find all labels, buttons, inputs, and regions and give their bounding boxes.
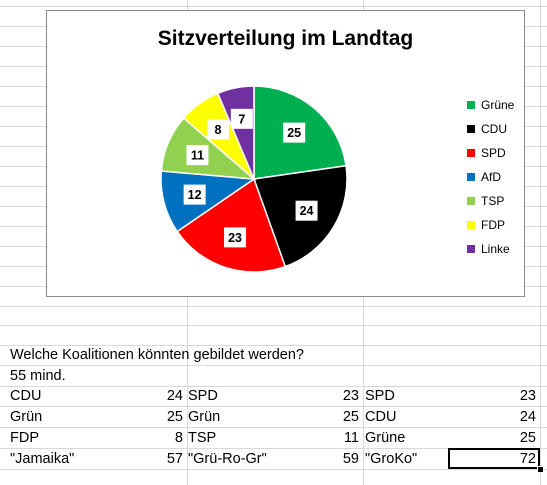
selected-cell-outline [448,448,540,469]
legend-item-grüne: Grüne [467,97,514,113]
legend-item-spd: SPD [467,145,506,161]
legend-swatch [467,101,475,109]
coalition-2-name[interactable]: "Grü-Ro-Gr" [188,451,267,467]
coalition-1-party-3[interactable]: FDP [10,430,39,446]
coalition-1-party-2[interactable]: Grün [10,409,43,425]
data-label-afd: 12 [183,184,206,205]
coalition-1-seats-2[interactable]: 25 [166,409,183,425]
pie-plot-area: 25 24 23 12 11 8 7 [160,85,348,273]
pie-slice-spd[interactable] [176,177,287,273]
minimum-cell[interactable]: 55 mind. [10,368,66,384]
coalition-3-seats-2[interactable]: 24 [519,409,536,425]
legend-swatch [467,149,475,157]
coalition-3-total[interactable]: 72 [519,451,536,467]
data-label-grüne: 25 [283,122,306,143]
coalition-2-party-1[interactable]: SPD [188,388,218,404]
legend-label: AfD [481,170,502,184]
legend-label: Linke [481,242,510,256]
svg-text:24: 24 [300,204,314,218]
data-label-spd: 23 [224,227,247,248]
legend-swatch [467,221,475,229]
coalition-2-seats-2[interactable]: 25 [342,409,359,425]
chart-title: Sitzverteilung im Landtag [157,27,414,50]
data-label-tsp: 11 [186,145,209,166]
coalition-1-seats-1[interactable]: 24 [166,388,183,404]
coalition-3-party-3[interactable]: Grüne [365,430,406,446]
coalition-1-name[interactable]: "Jamaika" [10,451,75,467]
legend-label: FDP [481,218,505,232]
coalition-1-total[interactable]: 57 [166,451,183,467]
svg-text:25: 25 [287,126,301,140]
legend-swatch [467,197,475,205]
svg-text:7: 7 [238,112,245,126]
data-label-fdp: 8 [206,119,229,140]
fill-handle[interactable] [537,466,544,473]
legend-label: CDU [481,122,507,136]
legend-label: Grüne [481,98,515,112]
legend-item-linke: Linke [467,241,510,257]
svg-text:23: 23 [228,231,242,245]
coalition-3-name[interactable]: "GroKo" [365,451,418,467]
coalition-3-seats-1[interactable]: 23 [519,388,536,404]
coalition-3-party-2[interactable]: CDU [365,409,397,425]
coalition-3-seats-3[interactable]: 25 [519,430,536,446]
svg-text:12: 12 [188,188,202,202]
coalition-2-party-3[interactable]: TSP [188,430,217,446]
legend-swatch [467,125,475,133]
pie-chart[interactable]: Sitzverteilung im Landtag 25 24 23 12 11 8 7 G… [46,10,525,297]
coalition-2-seats-1[interactable]: 23 [342,388,359,404]
coalition-1-party-1[interactable]: CDU [10,388,42,404]
coalition-2-total[interactable]: 59 [342,451,359,467]
legend-item-afd: AfD [467,169,501,185]
question-cell[interactable]: Welche Koalitionen könnten gebildet werd… [10,347,304,363]
coalition-1-seats-3[interactable]: 8 [174,430,183,446]
legend-item-tsp: TSP [467,193,504,209]
data-label-linke: 7 [230,108,253,129]
legend-item-fdp: FDP [467,217,505,233]
legend-label: TSP [481,194,505,208]
legend-swatch [467,245,475,253]
svg-text:8: 8 [214,123,221,137]
coalition-2-party-2[interactable]: Grün [188,409,221,425]
coalition-3-party-1[interactable]: SPD [365,388,395,404]
svg-text:11: 11 [191,149,204,163]
legend-label: SPD [481,146,506,160]
data-label-cdu: 24 [295,200,318,221]
coalition-2-seats-3[interactable]: 11 [343,430,359,446]
legend-item-cdu: CDU [467,121,507,137]
legend-swatch [467,173,475,181]
